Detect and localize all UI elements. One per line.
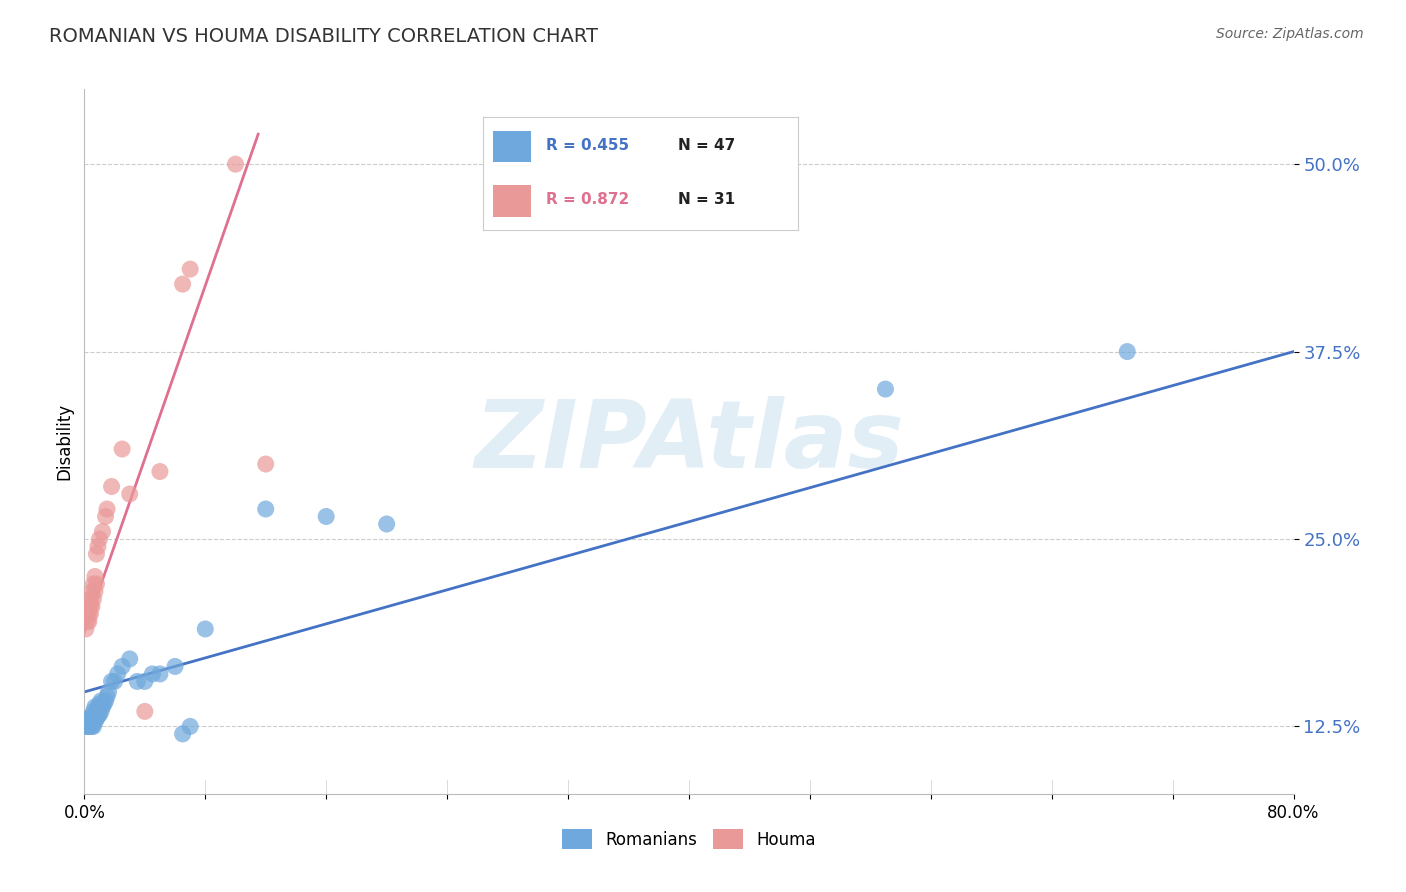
Text: ZIPAtlas: ZIPAtlas: [474, 395, 904, 488]
Legend: Romanians, Houma: Romanians, Houma: [555, 822, 823, 856]
Point: [75, 622, 97, 636]
Point: [97, 685, 120, 699]
Point: [165, 659, 187, 673]
Point: [84, 569, 107, 583]
Point: [79, 607, 101, 621]
Point: [76, 712, 98, 726]
Point: [76, 719, 98, 733]
Point: [875, 382, 897, 396]
Point: [82, 591, 104, 606]
Text: Source: ZipAtlas.com: Source: ZipAtlas.com: [1216, 27, 1364, 41]
Point: [79, 599, 101, 614]
Y-axis label: Disability: Disability: [55, 403, 73, 480]
Point: [82, 719, 104, 733]
Point: [111, 442, 134, 456]
Point: [84, 714, 107, 729]
Point: [134, 674, 156, 689]
Point: [86, 547, 108, 561]
Point: [179, 262, 201, 277]
Point: [194, 622, 217, 636]
Point: [94, 694, 117, 708]
Point: [80, 719, 103, 733]
Point: [179, 719, 201, 733]
Point: [149, 465, 172, 479]
Point: [86, 577, 108, 591]
Point: [118, 487, 141, 501]
Point: [79, 591, 101, 606]
Point: [93, 697, 115, 711]
Point: [172, 277, 194, 292]
Point: [254, 502, 277, 516]
Point: [75, 719, 97, 733]
Point: [141, 667, 163, 681]
Point: [254, 457, 277, 471]
Point: [96, 502, 118, 516]
Point: [80, 584, 103, 599]
Point: [77, 714, 100, 729]
Point: [89, 697, 111, 711]
Point: [134, 705, 156, 719]
Point: [90, 694, 112, 708]
Point: [76, 615, 98, 629]
Point: [118, 652, 141, 666]
Point: [107, 667, 129, 681]
Point: [80, 714, 103, 729]
Point: [91, 524, 114, 539]
Point: [77, 719, 100, 733]
Point: [100, 479, 122, 493]
Point: [1116, 344, 1139, 359]
Point: [77, 607, 100, 621]
Point: [96, 690, 118, 704]
Point: [149, 667, 172, 681]
Point: [87, 540, 110, 554]
Point: [77, 599, 100, 614]
Point: [82, 712, 104, 726]
Point: [82, 577, 104, 591]
Point: [82, 705, 104, 719]
Point: [127, 674, 149, 689]
Point: [91, 700, 114, 714]
Point: [80, 599, 103, 614]
Point: [172, 727, 194, 741]
Point: [84, 584, 107, 599]
Point: [100, 674, 122, 689]
Point: [111, 659, 134, 673]
Point: [104, 674, 127, 689]
Point: [87, 709, 110, 723]
Point: [86, 712, 108, 726]
Point: [89, 707, 111, 722]
Point: [90, 705, 112, 719]
Point: [79, 712, 101, 726]
Point: [375, 516, 398, 531]
Point: [76, 607, 98, 621]
Point: [84, 700, 107, 714]
Point: [77, 615, 100, 629]
Point: [84, 709, 107, 723]
Point: [225, 157, 247, 171]
Point: [94, 509, 117, 524]
Text: ROMANIAN VS HOUMA DISABILITY CORRELATION CHART: ROMANIAN VS HOUMA DISABILITY CORRELATION…: [49, 27, 598, 45]
Point: [89, 532, 111, 546]
Point: [315, 509, 337, 524]
Point: [79, 719, 101, 733]
Point: [86, 705, 108, 719]
Point: [80, 709, 103, 723]
Point: [87, 700, 110, 714]
